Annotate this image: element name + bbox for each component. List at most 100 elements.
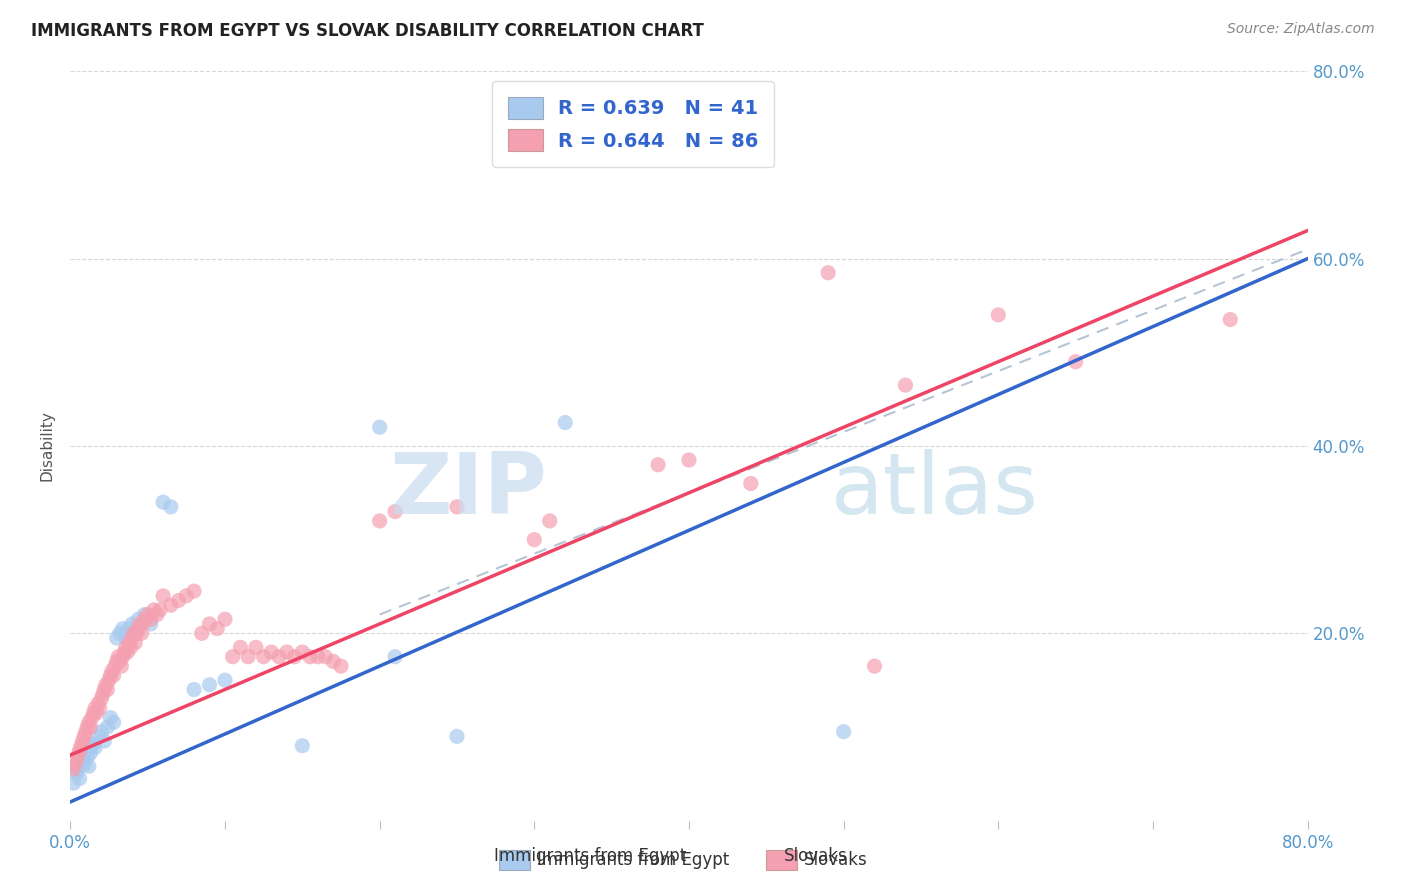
Point <box>269 649 291 664</box>
Point <box>160 500 183 514</box>
Point <box>124 626 146 640</box>
Point <box>115 631 138 645</box>
Point <box>245 640 267 655</box>
Point <box>1064 355 1087 369</box>
Point <box>100 710 122 724</box>
Point <box>90 724 112 739</box>
Point <box>238 649 260 664</box>
Point <box>67 762 90 776</box>
Point <box>538 514 561 528</box>
Text: IMMIGRANTS FROM EGYPT VS SLOVAK DISABILITY CORRELATION CHART: IMMIGRANTS FROM EGYPT VS SLOVAK DISABILI… <box>31 22 704 40</box>
FancyBboxPatch shape <box>766 850 797 870</box>
Point <box>76 750 98 764</box>
Point <box>214 673 236 688</box>
Text: Slovaks: Slovaks <box>783 847 848 865</box>
Point <box>87 730 110 744</box>
Point <box>94 678 117 692</box>
Point <box>160 599 183 613</box>
Point <box>103 668 125 682</box>
Point <box>253 649 276 664</box>
Point <box>65 767 87 781</box>
Point <box>86 706 108 720</box>
Point <box>647 458 669 472</box>
Point <box>368 514 391 528</box>
Point <box>207 622 229 636</box>
Point <box>65 753 87 767</box>
Point <box>291 645 314 659</box>
Point <box>121 631 143 645</box>
Point <box>107 649 129 664</box>
Point <box>167 593 190 607</box>
Point <box>115 640 138 655</box>
Point <box>73 730 96 744</box>
Point <box>554 416 576 430</box>
Point <box>523 533 546 547</box>
Y-axis label: Disability: Disability <box>39 410 55 482</box>
Point <box>101 664 124 678</box>
Point <box>127 612 149 626</box>
Point <box>1219 312 1241 326</box>
Point <box>69 772 91 786</box>
Point <box>75 724 97 739</box>
Point <box>129 617 152 632</box>
Point <box>149 603 172 617</box>
Point <box>152 495 174 509</box>
Text: ZIP: ZIP <box>389 450 547 533</box>
Point <box>131 626 153 640</box>
Point <box>222 649 245 664</box>
Point <box>260 645 283 659</box>
Point <box>110 659 132 673</box>
Point <box>136 607 159 622</box>
Point <box>84 701 107 715</box>
Point <box>118 622 141 636</box>
Point <box>79 720 101 734</box>
Point <box>118 635 141 649</box>
Point <box>84 740 107 755</box>
Point <box>322 655 344 669</box>
Point <box>315 649 337 664</box>
Point <box>75 743 97 757</box>
Point <box>125 626 148 640</box>
Point <box>174 589 197 603</box>
Point <box>103 715 125 730</box>
Point <box>740 476 762 491</box>
Point <box>104 659 127 673</box>
Point <box>63 757 86 772</box>
Point <box>198 617 221 632</box>
Point <box>80 739 103 753</box>
Point <box>72 753 94 767</box>
Point <box>127 622 149 636</box>
Point <box>62 776 84 790</box>
FancyBboxPatch shape <box>499 850 530 870</box>
Text: atlas: atlas <box>831 450 1039 533</box>
Point <box>183 584 205 599</box>
Point <box>105 631 128 645</box>
Point <box>817 266 839 280</box>
Point <box>863 659 886 673</box>
Point <box>96 720 118 734</box>
Point <box>82 737 105 751</box>
Point <box>142 603 165 617</box>
Point <box>76 720 98 734</box>
Text: Immigrants from Egypt: Immigrants from Egypt <box>495 847 686 865</box>
Point <box>134 607 156 622</box>
Point <box>111 649 134 664</box>
Point <box>73 757 96 772</box>
Point <box>87 697 110 711</box>
Point <box>93 734 115 748</box>
Point <box>98 673 120 688</box>
Point <box>124 635 146 649</box>
Point <box>152 589 174 603</box>
Point <box>446 500 468 514</box>
Point <box>832 724 855 739</box>
Point <box>80 710 103 724</box>
Point <box>108 655 131 669</box>
Point <box>132 617 155 632</box>
Point <box>214 612 236 626</box>
Text: Immigrants from Egypt: Immigrants from Egypt <box>537 851 730 869</box>
Point <box>67 747 90 762</box>
Point <box>69 743 91 757</box>
Point <box>139 617 162 632</box>
Text: Source: ZipAtlas.com: Source: ZipAtlas.com <box>1227 22 1375 37</box>
Point <box>987 308 1010 322</box>
